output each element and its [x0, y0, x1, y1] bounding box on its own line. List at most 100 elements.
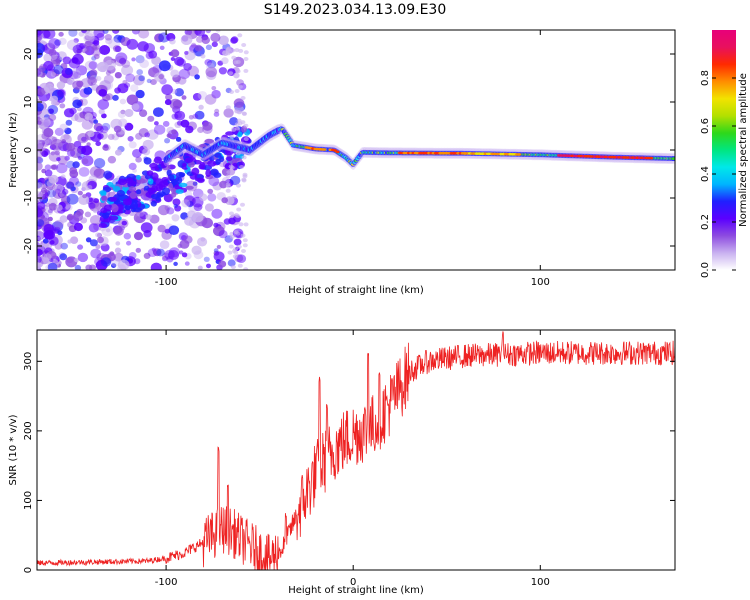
spectrogram-blob: [229, 165, 235, 170]
spectrogram-blob: [136, 189, 142, 195]
spectrogram-blob: [207, 188, 214, 194]
spectrogram-blob: [159, 240, 170, 250]
spectrogram-blob: [225, 105, 231, 110]
spectrogram-blob: [115, 52, 128, 64]
spectrogram-blob: [206, 62, 215, 71]
spectrogram-blob: [71, 57, 79, 64]
spectrogram-blob: [173, 261, 178, 266]
spectrogram-blob: [132, 149, 142, 158]
spectrogram-blob: [229, 90, 235, 94]
spectrogram-blob: [53, 65, 64, 75]
spectrogram-blob: [163, 193, 173, 203]
spectrogram-blob: [214, 152, 222, 158]
y-tick-label: 10: [23, 96, 34, 109]
spectrogram-blob: [74, 264, 82, 270]
x-tick-label: -100: [155, 277, 178, 288]
spectrogram-blob: [37, 30, 42, 37]
spectrogram-blob: [150, 166, 160, 171]
spectrogram-blob: [192, 113, 199, 119]
spectrogram-blob: [164, 138, 171, 144]
spectrogram-blob: [243, 123, 249, 128]
spectrogram-blob: [183, 195, 196, 207]
spectrogram-blob: [93, 119, 99, 124]
spectrogram-blob: [54, 188, 61, 194]
spectrogram-blob: [37, 236, 43, 241]
spectrogram-blob: [85, 30, 95, 40]
spectrogram-blob: [114, 247, 122, 254]
spectrogram-ridge-peak: [335, 150, 340, 154]
spectrogram-blob: [66, 213, 74, 220]
spectrogram-blob: [205, 30, 211, 34]
spectrogram-blob: [213, 222, 219, 228]
spectrogram-blob: [213, 111, 220, 117]
spectrogram-blob: [200, 53, 206, 59]
spectrogram-blob: [37, 35, 42, 41]
spectrogram-blob: [171, 214, 180, 222]
colorbar-tick-label: 0.6: [700, 118, 711, 134]
spectrogram-blob: [56, 157, 61, 162]
spectrogram-blob: [98, 89, 107, 97]
spectrogram-blob: [240, 233, 246, 238]
spectrogram-blob: [72, 44, 83, 54]
spectrogram-blob: [162, 255, 168, 262]
spectrogram-blob: [51, 101, 56, 106]
spectrogram-blob: [225, 131, 235, 136]
spectrogram-blob: [221, 197, 228, 204]
spectrogram-blob: [153, 156, 162, 164]
spectrogram-blob: [56, 163, 68, 174]
spectrogram-blob: [66, 149, 76, 157]
spectrogram-blob: [101, 113, 107, 119]
spectrogram-blob: [63, 133, 70, 140]
spectrogram-blob: [93, 30, 105, 38]
spectrogram-blob: [231, 55, 237, 60]
spectrogram-blob: [231, 194, 237, 199]
spectrogram-blob: [178, 68, 191, 80]
spectrogram-blob: [184, 216, 195, 226]
spectrogram-blob: [234, 126, 240, 131]
spectrogram-blob: [180, 34, 193, 45]
spectrogram-blob: [171, 129, 178, 135]
spectrogram-blob: [205, 169, 212, 178]
spectrogram-blob: [237, 33, 243, 38]
spectrogram-blob: [213, 225, 225, 237]
spectrogram-blob: [196, 36, 204, 43]
spectrogram-blob: [109, 196, 117, 202]
spectrogram-blob: [225, 188, 231, 193]
spectrogram-blob: [93, 53, 100, 60]
spectrogram-blob: [162, 120, 170, 127]
spectrogram-blob: [155, 183, 164, 192]
snr-frame: [36, 329, 676, 571]
spectrogram-blob: [59, 103, 66, 109]
spectrogram-blob: [84, 60, 97, 71]
spectrogram-blob: [229, 134, 235, 139]
spectrogram-blob: [44, 139, 50, 145]
spectrogram-blob: [102, 144, 109, 151]
spectrogram-blob: [229, 235, 235, 239]
spectrogram-blob: [237, 121, 243, 126]
spectrogram-blob: [243, 137, 249, 142]
spectrogram-blob: [72, 211, 84, 222]
spectrogram-blob: [70, 186, 76, 192]
spectrogram-blob: [157, 224, 166, 233]
spectrogram-blob: [166, 169, 172, 177]
spectrogram-blob: [124, 205, 131, 211]
spectrogram-blob: [215, 30, 221, 33]
spectrogram-blob: [131, 57, 136, 62]
spectrogram-blob: [75, 181, 82, 187]
spectrogram-blob: [85, 237, 92, 243]
spectrogram-blob: [37, 87, 46, 96]
spectrogram-blob: [242, 243, 248, 248]
spectrogram-blob: [87, 197, 93, 203]
spectrogram-blob: [112, 30, 120, 34]
spectrogram-blob: [48, 203, 57, 211]
spectrogram-blob: [206, 263, 211, 269]
spectrogram-blob: [50, 72, 56, 77]
spectrogram-blob: [117, 259, 130, 270]
spectrogram-blob: [62, 69, 73, 79]
spectrogram-blob: [137, 41, 149, 52]
y-tick-label: 100: [23, 491, 34, 510]
spectrogram-blob: [150, 262, 162, 270]
spectrogram-blob: [183, 63, 192, 71]
spectrogram-blob: [226, 184, 231, 189]
spectrogram-blob: [180, 119, 190, 128]
